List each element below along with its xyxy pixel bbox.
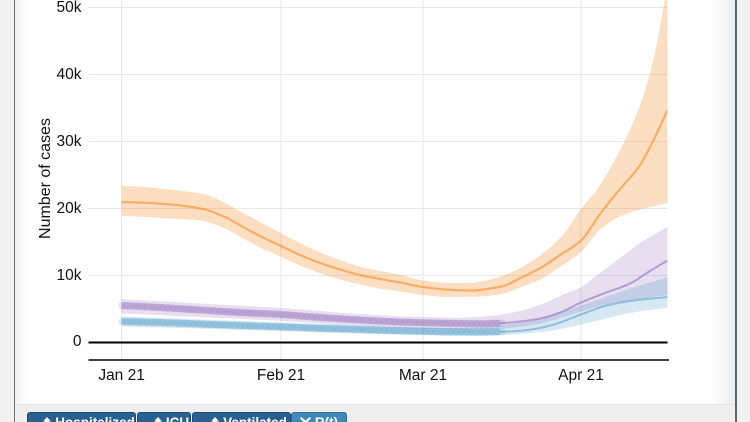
- svg-text:Jan 21: Jan 21: [98, 367, 145, 384]
- svg-text:20k: 20k: [57, 200, 82, 217]
- svg-text:Apr 21: Apr 21: [558, 367, 604, 384]
- svg-text:40k: 40k: [57, 66, 82, 83]
- svg-text:Number of cases: Number of cases: [37, 118, 54, 239]
- svg-text:Feb 21: Feb 21: [257, 367, 305, 384]
- svg-text:10k: 10k: [57, 267, 82, 284]
- svg-text:Mar 21: Mar 21: [399, 367, 447, 384]
- svg-text:30k: 30k: [57, 133, 82, 150]
- svg-text:50k: 50k: [57, 0, 82, 16]
- svg-text:0: 0: [73, 333, 82, 350]
